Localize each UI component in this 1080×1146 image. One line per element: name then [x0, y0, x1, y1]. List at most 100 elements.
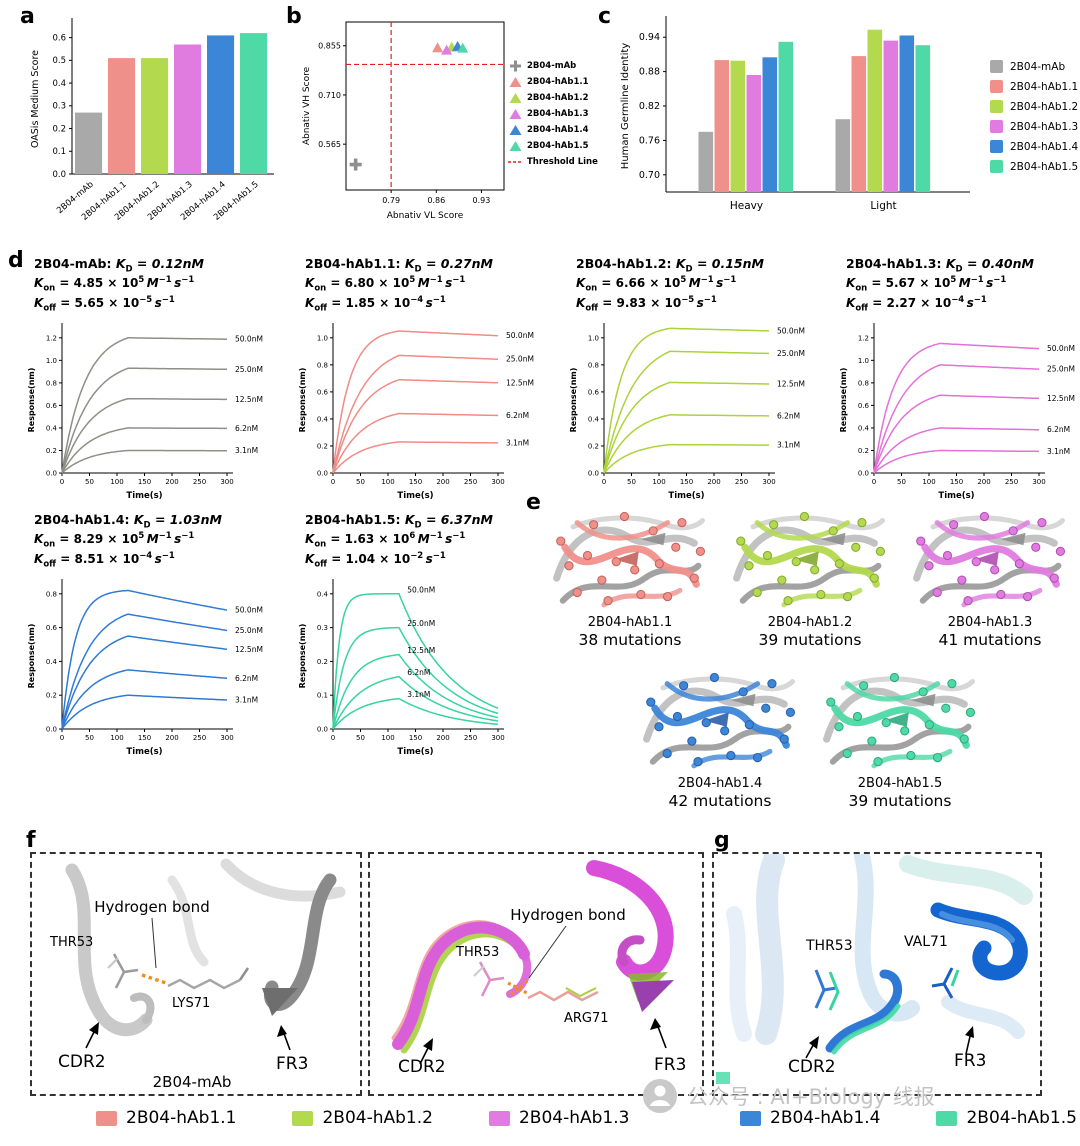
- fr3-arrow: [965, 1026, 974, 1038]
- thr53-label: THR53: [805, 938, 853, 954]
- mutation-sphere: [589, 520, 599, 530]
- bar-Light-2B04-hAb1.3: [883, 40, 899, 192]
- svg-text:200: 200: [977, 478, 990, 486]
- legend-item-Threshold Line: Threshold Line: [508, 156, 618, 168]
- svg-text:0.6: 0.6: [46, 624, 58, 632]
- curve-12.5nM: [61, 397, 227, 474]
- panel-f-left-structure: Hydrogen bond THR53 LYS71 CDR2 FR3 2B04-…: [49, 858, 346, 1091]
- svg-text:1.2: 1.2: [46, 334, 57, 342]
- conc-label-6.2nM: 6.2nM: [1047, 425, 1070, 434]
- structure-mutations: 42 mutations: [668, 792, 772, 810]
- mutation-sphere: [810, 565, 820, 575]
- mutation-sphere: [916, 536, 926, 546]
- mutation-sphere: [701, 718, 711, 728]
- conc-label-50.0nM: 50.0nM: [506, 331, 534, 340]
- conc-label-6.2nM: 6.2nM: [407, 668, 430, 677]
- structure-mutations: 39 mutations: [848, 792, 952, 810]
- panel-b-ylabel: Abnativ VH Score: [302, 66, 312, 145]
- mutation-sphere: [672, 711, 683, 722]
- svg-text:100: 100: [110, 734, 123, 742]
- watermark-text: 公众号 : AI+Biology 线报: [687, 1085, 935, 1109]
- structure-image-2B04-hAb1.1: [553, 511, 706, 608]
- curve-12.5nM: [873, 394, 1040, 474]
- beta-sheet-arrow: [262, 988, 298, 1016]
- svg-text:200: 200: [165, 734, 178, 742]
- svg-text:0.6: 0.6: [317, 388, 329, 396]
- conc-label-12.5nM: 12.5nM: [777, 380, 805, 389]
- mutation-sphere: [826, 697, 836, 707]
- time-axis-label: Time(s): [938, 491, 974, 501]
- svg-text:150: 150: [138, 478, 151, 486]
- mutation-sphere: [597, 575, 607, 585]
- legend-label: 2B04-hAb1.5: [1010, 160, 1079, 173]
- curve-12.5nM: [603, 381, 769, 474]
- mutation-sphere: [857, 518, 867, 528]
- kinetics-title: 2B04-hAb1.1: KD = 0.27nM: [305, 256, 493, 275]
- svg-text:250: 250: [464, 734, 477, 742]
- conc-label-25.0nM: 25.0nM: [1047, 365, 1075, 374]
- color-swatch: [990, 100, 1003, 113]
- mutation-sphere: [752, 752, 763, 763]
- svg-text:100: 100: [652, 478, 665, 486]
- kinetics-title: 2B04-hAb1.2: KD = 0.15nM: [576, 256, 764, 275]
- cdr2-label: CDR2: [788, 1057, 836, 1077]
- curve-6.2nM: [603, 414, 769, 474]
- legend-label: 2B04-hAb1.4: [770, 1108, 881, 1128]
- structure-name: 2B04-hAb1.5: [857, 776, 943, 791]
- svg-text:0.6: 0.6: [46, 402, 58, 410]
- svg-text:0.1: 0.1: [52, 147, 66, 157]
- panel-a-label: a: [20, 4, 35, 29]
- bar-Light-2B04-hAb1.5: [915, 45, 931, 193]
- conc-label-25.0nM: 25.0nM: [407, 619, 435, 628]
- conc-label-50.0nM: 50.0nM: [777, 326, 805, 335]
- curve-3.1nM: [332, 697, 499, 730]
- color-swatch: [990, 120, 1003, 133]
- mutation-sphere: [851, 542, 861, 552]
- bar-Heavy-2B04-mAb: [698, 131, 714, 192]
- mutation-sphere: [842, 591, 853, 602]
- curve-6.2nM: [332, 675, 499, 730]
- mutation-sphere: [906, 750, 916, 761]
- bottom-legend-right: 2B04-hAb1.4 2B04-hAb1.5: [740, 1108, 1077, 1128]
- conc-label-25.0nM: 25.0nM: [235, 365, 263, 374]
- curve-6.2nM: [332, 412, 499, 474]
- color-swatch: [990, 160, 1003, 173]
- mutation-sphere: [924, 720, 934, 730]
- svg-text:0.4: 0.4: [858, 424, 870, 432]
- koff-line: Koff = 1.85 × 10−4 s−1: [305, 294, 446, 313]
- conc-label-3.1nM: 3.1nM: [1047, 447, 1070, 456]
- svg-text:50: 50: [897, 478, 906, 486]
- kinetics-plot-2B04-hAb1.4: 2B04-hAb1.4: KD = 1.03nM Kon = 8.29 × 105…: [22, 512, 268, 779]
- point-2B04-hAb1.5: [457, 42, 469, 53]
- mutation-sphere: [767, 679, 777, 689]
- curve-50.0nM: [61, 337, 227, 474]
- panel-c-ylabel: Human Germline Identity: [620, 43, 631, 169]
- mutation-sphere: [842, 748, 852, 759]
- point-2B04-hAb1.3: [441, 44, 453, 55]
- structure-2B04-hAb1.1: 2B04-hAb1.1 38 mutations: [542, 498, 718, 649]
- kinetics-plot-2B04-hAb1.3: 2B04-hAb1.3: KD = 0.40nM Kon = 5.67 × 105…: [834, 256, 1080, 523]
- svg-text:0: 0: [872, 478, 876, 486]
- curve-25.0nM: [61, 367, 227, 474]
- mutation-sphere: [881, 718, 891, 728]
- structure-2B04-hAb1.4: 2B04-hAb1.4 42 mutations: [632, 659, 808, 810]
- svg-text:250: 250: [193, 478, 206, 486]
- conc-label-50.0nM: 50.0nM: [235, 335, 263, 344]
- svg-text:200: 200: [707, 478, 720, 486]
- svg-text:0.4: 0.4: [588, 415, 600, 423]
- mutation-sphere: [744, 561, 754, 571]
- bar-2B04-hAb1.1: [108, 58, 136, 174]
- legend-item-2B04-hAb1.5: 2B04-hAb1.5: [508, 140, 618, 152]
- fr3-label: FR3: [276, 1054, 308, 1074]
- panel-e-structures: 2B04-hAb1.1 38 mutations 2B04-hAb1.2 39 mut…: [540, 498, 1080, 810]
- panel-b-chart: 0.79 0.86 0.93 0.565 0.710 0.855 Abnativ VL Sc…: [302, 21, 505, 221]
- thr53-label: THR53: [455, 945, 499, 960]
- time-axis-label: Time(s): [668, 491, 704, 501]
- svg-text:1.0: 1.0: [588, 334, 599, 342]
- mutation-sphere: [693, 757, 703, 767]
- curve-12.5nM: [332, 653, 499, 730]
- arg71-sticks: [527, 990, 599, 1002]
- mutation-sphere: [1014, 559, 1024, 569]
- cdr2-arrow: [809, 1036, 819, 1049]
- bar-2B04-hAb1.2: [141, 58, 169, 174]
